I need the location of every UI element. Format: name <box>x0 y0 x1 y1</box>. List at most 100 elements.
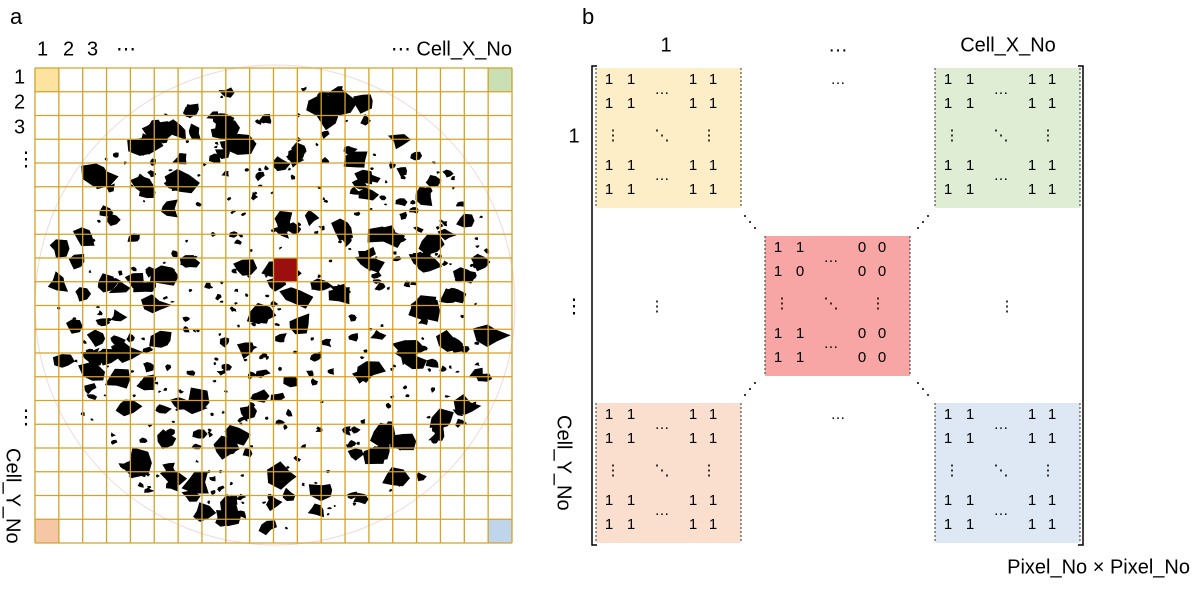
matrix-entry: 1 <box>966 430 974 447</box>
matrix-entry: ⋱ <box>655 127 670 144</box>
pore <box>354 255 385 273</box>
pore <box>400 175 406 180</box>
pore <box>262 501 267 504</box>
pore <box>314 481 318 484</box>
corner-cell <box>35 68 59 92</box>
pore <box>213 145 218 149</box>
matrix-entry: 1 <box>966 181 974 198</box>
pore <box>333 504 337 507</box>
pore <box>195 459 199 463</box>
pore <box>279 246 282 250</box>
pore <box>186 104 191 108</box>
pore <box>273 474 278 478</box>
pore <box>347 428 352 432</box>
pore <box>196 329 200 333</box>
matrix-entry: 1 <box>966 95 974 112</box>
pore <box>142 346 153 353</box>
pore <box>343 145 358 155</box>
footer: Pixel_No × Pixel_No <box>1007 556 1190 578</box>
pore <box>474 362 480 367</box>
pore <box>236 324 240 328</box>
pore <box>185 239 189 243</box>
pore <box>215 293 222 301</box>
pore <box>399 211 408 220</box>
pore <box>264 165 269 171</box>
pore <box>286 408 293 417</box>
pore <box>97 273 118 293</box>
pore <box>118 270 123 276</box>
pore <box>321 338 332 348</box>
pore <box>264 274 268 278</box>
pore <box>161 199 178 218</box>
pore <box>316 426 321 430</box>
matrix-entry: ⋮ <box>606 462 621 479</box>
matrix-entry: 1 <box>966 492 974 509</box>
pore <box>95 305 101 309</box>
pore <box>266 493 283 512</box>
pore <box>363 349 368 353</box>
pore <box>240 212 246 217</box>
pore <box>270 300 279 308</box>
pore <box>390 433 417 451</box>
pore <box>472 324 511 347</box>
pore <box>425 175 442 187</box>
pore <box>96 310 103 316</box>
pore <box>238 234 244 238</box>
matrix-entry: 1 <box>1028 71 1036 88</box>
matrix-entry: 1 <box>1028 406 1036 423</box>
pore <box>186 370 196 376</box>
matrix-entry: ⋱ <box>994 462 1009 479</box>
pore <box>149 330 172 348</box>
pore <box>265 355 269 361</box>
pore <box>307 503 324 518</box>
pore <box>274 323 280 327</box>
pore <box>327 507 333 510</box>
matrix-entry: 1 <box>605 71 613 88</box>
pore <box>193 502 217 522</box>
matrix-entry: 1 <box>944 430 952 447</box>
pore <box>120 369 126 374</box>
pore <box>171 250 179 258</box>
pore <box>212 379 217 383</box>
pore <box>258 520 277 536</box>
gap-ellipsis: ⋮ <box>650 298 665 315</box>
pore <box>143 199 146 203</box>
matrix-entry: 1 <box>944 516 952 533</box>
pore <box>442 169 454 178</box>
pore <box>112 152 119 158</box>
pore <box>313 107 340 131</box>
matrix-entry: ⋮ <box>606 127 621 144</box>
pore <box>310 337 315 341</box>
pore <box>216 149 224 154</box>
pore <box>395 198 408 207</box>
pore <box>210 412 214 417</box>
matrix-entry: … <box>994 81 1009 98</box>
matrix-block <box>935 403 1080 543</box>
matrix-entry: ⋮ <box>1041 127 1056 144</box>
pore <box>115 399 143 417</box>
matrix-entry: 1 <box>1028 157 1036 174</box>
pore <box>379 195 387 201</box>
pore <box>254 119 262 125</box>
pore <box>341 234 352 248</box>
pore <box>387 134 411 150</box>
pore <box>453 394 482 416</box>
matrix-entry: … <box>994 167 1009 184</box>
pore <box>154 381 159 385</box>
matrix-entry: 1 <box>605 492 613 509</box>
pore <box>356 441 360 445</box>
pore <box>104 183 115 193</box>
matrix-entry: 1 <box>796 325 804 342</box>
matrix-entry: 1 <box>709 71 717 88</box>
pore <box>110 432 116 437</box>
pore <box>372 153 377 156</box>
pore <box>185 140 190 144</box>
matrix-block <box>765 236 910 376</box>
pore <box>86 394 98 401</box>
pore <box>374 282 386 291</box>
matrix-entry: 1 <box>605 95 613 112</box>
pore <box>479 215 483 218</box>
matrix-entry: 1 <box>796 349 804 366</box>
pore <box>210 232 215 234</box>
pore <box>121 401 125 405</box>
